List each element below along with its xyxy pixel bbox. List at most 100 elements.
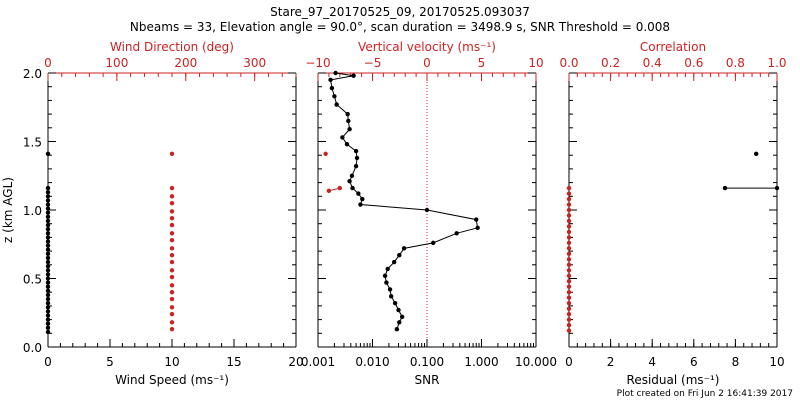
data-point [169,320,175,325]
data-point [169,283,175,288]
data-point [169,237,175,243]
data-point [45,309,51,314]
data-point [391,259,397,265]
series-line [329,72,479,330]
data-point [566,306,572,311]
data-point [323,151,328,157]
data-point [45,206,51,211]
x-tick-label: 0.010 [355,355,389,369]
x-tick-label: 2 [607,355,615,369]
data-point [566,229,572,235]
data-point [45,198,51,203]
y-tick-label: 1.5 [23,136,42,150]
data-point [45,305,51,310]
top-tick-label: 200 [174,56,197,70]
data-point [399,314,405,320]
data-point [45,222,51,228]
data-point [358,202,363,207]
data-point [392,300,398,306]
y-axis-label: z (km AGL) [1,177,15,243]
data-point [169,290,175,295]
x-tick-label: 0 [44,355,52,369]
data-point [45,226,51,232]
data-point [45,231,51,236]
data-point [169,296,175,302]
data-point [566,196,572,202]
data-point [566,322,572,328]
data-point [566,262,572,267]
x-tick-label: 0 [565,355,573,369]
data-point [474,217,479,222]
data-point [566,185,572,191]
data-point [384,280,389,285]
data-point [45,151,51,157]
data-point [566,240,572,246]
data-point [45,329,51,335]
data-point [351,73,356,78]
data-point [566,191,572,196]
data-point [566,251,572,257]
data-point [333,70,338,76]
top-tick-label: 100 [105,56,128,70]
data-point [45,272,51,277]
x-tick-label: 10.000 [515,355,557,369]
data-point [45,214,51,220]
data-point [45,255,51,261]
data-point [45,259,51,265]
data-point [387,287,393,292]
data-point [45,288,51,294]
title-line2: Nbeams = 33, Elevation angle = 90.0°, sc… [130,20,670,34]
data-point [169,311,175,317]
data-point [169,246,175,251]
data-point [326,188,332,194]
data-point [566,328,572,333]
data-point [169,209,175,214]
data-point [169,268,175,273]
data-point [566,202,572,207]
data-point [344,142,350,147]
data-point [45,194,51,199]
x-tick-label: 15 [226,355,241,369]
data-point [566,268,572,273]
data-point [45,218,51,224]
top-tick-label: 1.0 [767,56,786,70]
data-point [566,295,572,300]
x-tick-label: 1.000 [464,355,498,369]
corr-panel: 0 2 4 6 8 10 Residual (ms⁻¹) 0.0 0.2 0.4 0.6 0.8 1.0… [559,40,786,387]
top-tick-label: 0.6 [684,56,703,70]
data-point [424,207,430,213]
data-point [45,300,51,306]
data-point [334,102,339,107]
data-point [169,231,175,236]
y-tick-label: 0.5 [23,273,42,287]
top-tick-label: 10 [528,56,543,70]
data-point [566,224,572,229]
data-point [566,218,572,224]
data-point [169,194,175,199]
x-tick-label: 6 [690,355,698,369]
top-tick-label: 0 [44,56,52,70]
top-tick-label: −5 [364,56,382,70]
data-point [401,246,407,251]
data-point [346,118,351,124]
y-tick-label: 2.0 [23,67,42,81]
top-tick-label: 0 [423,56,431,70]
data-point [475,225,480,231]
data-point [397,253,402,258]
top-tick-label: −10 [305,56,330,70]
data-point [45,235,51,240]
title-line1: Stare_97_20170525_09, 20170525.093037 [270,5,530,19]
x-axis-label: SNR [415,373,440,387]
data-point [45,243,51,248]
data-point [431,240,436,246]
data-point [356,191,361,196]
data-point [754,151,759,157]
data-point [396,307,401,313]
x-tick-label: 5 [106,355,114,369]
top-tick-label: 300 [243,56,266,70]
data-point [45,185,51,191]
x-tick-label: 4 [648,355,656,369]
data-point [169,253,175,258]
